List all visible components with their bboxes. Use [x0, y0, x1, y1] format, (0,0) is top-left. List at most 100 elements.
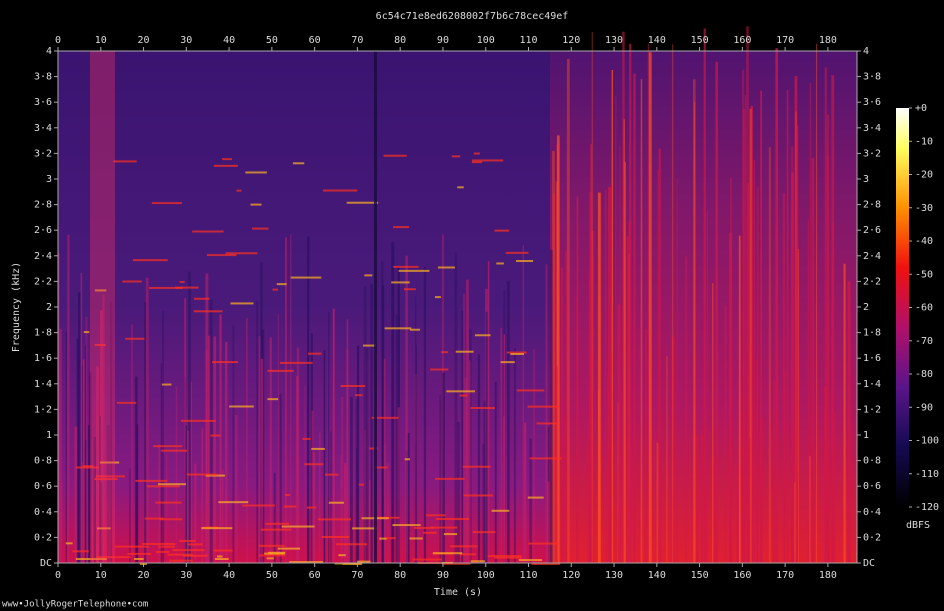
x-tick-label: 140	[648, 35, 666, 46]
spectrogram-texture	[172, 549, 205, 552]
spectrogram-texture	[477, 354, 481, 563]
spectrogram-texture	[391, 281, 410, 284]
spectrogram-texture	[80, 272, 83, 563]
colorbar-label: dBFS	[906, 520, 930, 531]
spectrogram-texture	[414, 374, 417, 563]
spectrogram-texture	[397, 407, 401, 563]
spectrogram-texture	[131, 324, 133, 563]
spectrogram-texture	[292, 162, 305, 165]
spectrogram-texture	[645, 328, 648, 563]
spectrogram-texture	[437, 266, 455, 269]
spectrogram-texture	[782, 193, 786, 563]
spectrogram-texture	[507, 281, 510, 563]
spectrogram-texture	[828, 436, 831, 563]
spectrogram-texture	[462, 465, 491, 468]
spectrogram-texture	[186, 473, 217, 476]
y-tick-label: 2·8	[863, 200, 881, 211]
spectrogram-texture	[461, 310, 464, 563]
spectrogram-texture	[371, 416, 399, 419]
spectrogram-texture	[470, 407, 496, 410]
spectrogram-texture	[352, 527, 377, 530]
spectrogram-texture	[290, 276, 322, 279]
spectrogram-texture	[94, 289, 107, 292]
y-tick-label: 1·8	[34, 328, 52, 339]
spectrogram-texture	[409, 537, 423, 540]
x-axis-label: Time (s)	[434, 587, 482, 598]
spectrogram-texture	[487, 555, 522, 558]
spectrogram-texture	[374, 51, 377, 563]
spectrogram-texture	[773, 380, 776, 563]
spectrogram-texture	[269, 337, 272, 563]
spectrogram-texture	[833, 412, 836, 563]
spectrogram-texture	[180, 419, 216, 422]
spectrogram-texture	[412, 558, 442, 561]
x-tick-label: 10	[95, 570, 107, 581]
colorbar-tick-label: -120	[915, 502, 939, 513]
spectrogram-texture	[179, 539, 196, 542]
spectrogram-texture	[387, 463, 389, 563]
spectrogram-texture	[357, 560, 371, 563]
spectrogram-texture	[346, 348, 349, 563]
y-tick-label: 3·2	[863, 148, 881, 159]
spectrogram-texture	[671, 336, 675, 563]
colorbar-tick-label: -70	[915, 336, 933, 347]
spectrogram-texture	[284, 493, 291, 496]
spectrogram-texture	[482, 443, 485, 563]
x-tick-label: 100	[477, 570, 495, 581]
spectrogram-texture	[179, 280, 185, 283]
spectrogram-texture	[245, 171, 267, 174]
spectrogram-texture	[494, 229, 510, 232]
spectrogram-texture	[847, 281, 851, 563]
spectrogram-texture	[405, 255, 408, 563]
y-tick-label: 3·6	[863, 97, 881, 108]
spectrogram-texture	[471, 161, 483, 164]
x-tick-label: 140	[648, 570, 666, 581]
spectrogram-texture	[96, 556, 131, 559]
spectrogram-texture	[741, 412, 744, 563]
spectrogram-texture	[414, 526, 434, 529]
spectrogram-texture	[374, 466, 388, 469]
spectrogram-texture	[362, 344, 376, 347]
y-tick-label: 2·4	[863, 251, 881, 262]
spectrogram-texture	[742, 69, 745, 563]
spectrogram-texture	[824, 386, 828, 563]
colorbar-tick-label: -110	[915, 469, 939, 480]
spectrogram-texture	[166, 453, 168, 563]
spectrogram-texture	[90, 51, 115, 563]
spectrogram-texture	[153, 445, 183, 448]
spectrogram-texture	[168, 559, 193, 562]
spectrogram-texture	[144, 517, 164, 520]
y-tick-label: 1·4	[863, 379, 881, 390]
spectrogram-texture	[383, 154, 407, 157]
spectrogram-texture	[684, 256, 688, 563]
spectrogram-texture	[82, 465, 94, 468]
spectrogram-texture	[125, 337, 145, 340]
spectrogram-texture	[342, 562, 362, 565]
y-tick-label: 3·4	[863, 123, 881, 134]
spectrogram-texture	[666, 356, 668, 563]
spectrogram-texture	[256, 301, 259, 563]
spectrogram-texture	[277, 547, 301, 550]
spectrogram-texture	[466, 279, 469, 563]
spectrogram-texture	[369, 479, 371, 563]
spectrogram-texture	[441, 351, 449, 354]
spectrogram-texture	[463, 494, 493, 497]
spectrogram-texture	[258, 544, 285, 547]
y-tick-label: 2	[46, 302, 52, 313]
spectrogram-texture	[552, 151, 555, 563]
spectrogram-texture	[457, 186, 464, 189]
spectrogram-texture	[184, 298, 187, 563]
spectrogram-texture	[229, 405, 254, 408]
spectrogram-texture	[343, 463, 347, 563]
spectrogram-texture	[78, 292, 81, 563]
y-tick-label: 0·2	[863, 532, 881, 543]
x-tick-label: 50	[266, 35, 278, 46]
spectrogram-texture	[491, 509, 510, 512]
y-tick-label: 1·6	[34, 353, 52, 364]
spectrogram-texture	[633, 73, 636, 564]
spectrogram-texture	[398, 269, 430, 272]
spectrogram-texture	[167, 553, 193, 556]
spectrogram-texture	[474, 334, 491, 337]
spectrogram-texture	[676, 178, 678, 564]
spectrogram-texture	[96, 366, 99, 563]
